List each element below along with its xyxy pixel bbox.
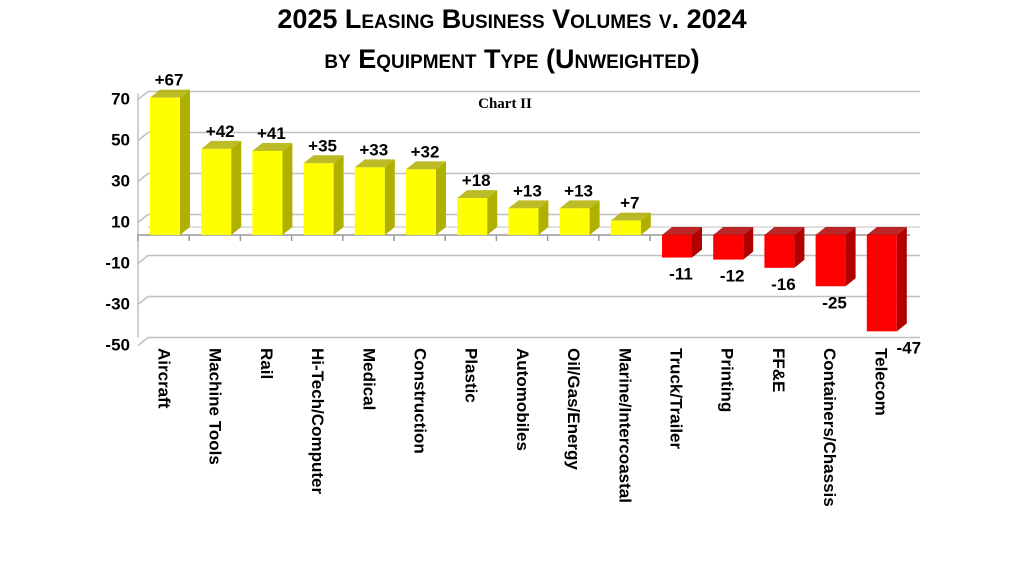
bar [457,198,488,235]
bar [406,169,436,235]
x-category-label: Truck/Trailer [667,348,686,449]
bar [150,97,180,236]
bar-side [794,227,805,268]
x-category-label: Construction [411,348,430,454]
bar-top [150,89,190,98]
bar [354,167,385,235]
bar-side [180,89,190,236]
gridline-diagonal [137,336,149,347]
bar-top [201,140,242,149]
y-tick-label: 70 [111,90,130,109]
data-label: +42 [206,122,235,141]
gridline-diagonal [137,295,149,306]
x-category-label: Plastic [462,348,481,403]
x-category-label: Automobiles [513,348,532,451]
bar [252,150,283,235]
bar-side [845,227,856,287]
chart-subtitle: by Equipment Type (Unweighted) [324,44,700,74]
bar-side [538,200,549,235]
bar [508,208,539,235]
bar-side [333,155,344,235]
x-category-label: Printing [718,348,737,412]
x-category-label: Medical [359,348,378,410]
bar [713,235,744,260]
bar-top [252,142,293,151]
bar-top [662,227,702,235]
data-label: -47 [897,338,922,357]
x-category-label: Telecom [871,348,890,416]
data-label: +41 [257,124,286,143]
gridline-diagonal [137,131,149,142]
data-label: -25 [822,293,847,312]
bar [303,163,334,235]
gridline-diagonal [137,90,149,101]
bar-top [610,212,651,221]
bar-top [815,227,856,235]
y-tick-label: 50 [111,131,130,150]
bar [662,235,692,258]
y-tick-label: -10 [105,254,130,273]
chart-annotation: Chart II [478,96,532,112]
x-category-label: Containers/Chassis [820,348,839,507]
bar-top [713,227,754,235]
gridline-diagonal [137,213,149,224]
bar [201,148,232,235]
bar-side [384,159,395,235]
gridline-diagonal [137,172,149,183]
bar [559,208,590,235]
x-category-label: Oil/Gas/Energy [564,348,583,470]
y-tick-label: 30 [111,172,130,191]
bar-top [559,200,600,209]
bar-side [231,140,242,235]
x-category-label: Machine Tools [206,348,225,465]
data-label: +7 [620,194,639,213]
bar-side [692,227,702,258]
bar [610,220,641,235]
data-label: -12 [720,267,745,286]
bar [866,235,897,332]
y-tick-label: -30 [105,295,130,314]
chart-title: 2025 Leasing Business Volumes v. 2024 [277,4,747,34]
bar-top [406,161,446,170]
bar-top [764,227,805,235]
data-label: +18 [462,171,491,190]
data-label: -16 [771,275,796,294]
bar-top [866,227,907,235]
data-label: -11 [669,265,693,284]
bar-side [282,142,293,235]
bar-side [640,212,651,235]
bar-top [303,155,344,164]
bar-side [743,227,754,260]
bar-top [354,159,395,168]
bar-side [487,190,498,235]
y-tick-label: -50 [105,336,130,355]
bar [764,235,795,268]
data-label: +13 [564,181,593,200]
data-label: +67 [155,71,184,90]
gridline-diagonal [137,254,149,265]
data-label: +13 [513,181,542,200]
bar [815,235,846,287]
bar-side [589,200,600,235]
bar-top [508,200,549,209]
bar-side [436,161,446,235]
data-label: +32 [411,142,440,161]
bar-top [457,190,498,199]
bar-side [896,227,907,332]
x-category-label: FF&E [769,348,788,392]
data-label: +35 [308,136,337,155]
x-category-label: Rail [257,348,276,379]
data-label: +33 [359,140,388,159]
x-category-label: Aircraft [155,348,174,409]
x-category-label: Hi-Tech/Computer [308,348,327,494]
x-category-label: Marine/Intercoastal [615,348,634,503]
y-tick-label: 10 [111,213,130,232]
